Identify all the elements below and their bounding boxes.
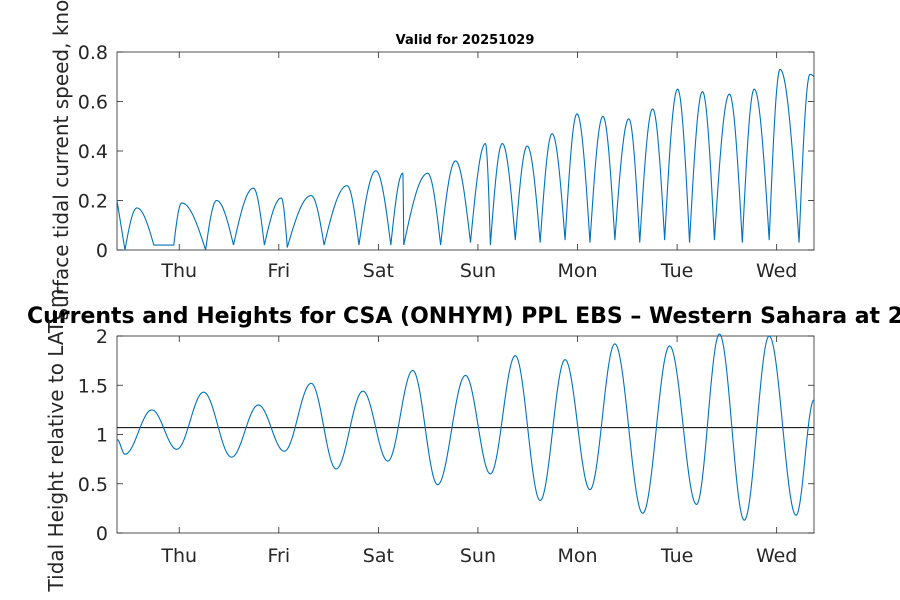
x-tick-label-day: Tue: [660, 545, 693, 567]
x-tick-label-day: Fri: [267, 260, 290, 282]
top-chart: 0 0.2 0.4 0.6 0.8 Thu Fri Sat Sun Mon Tue Wed: [78, 42, 815, 282]
top-x-axis: Thu Fri Sat Sun Mon Tue Wed: [160, 52, 797, 282]
top-y-axis-label: Surface tidal current speed, knots: [49, 0, 73, 321]
top-chart-title: Valid for 20251029: [396, 33, 535, 48]
x-tick-label-day: Sun: [460, 545, 496, 567]
y-tick-label: 0.6: [78, 92, 108, 114]
bottom-chart: 0 0.5 1 1.5 2 Thu Fri Sat Sun Mon Tue Wed: [78, 326, 815, 567]
tidal-height-line: [116, 333, 815, 521]
current-speed-line: [116, 68, 815, 251]
bottom-y-axis: 0 0.5 1 1.5 2: [78, 326, 814, 545]
x-tick-label-day: Wed: [756, 545, 797, 567]
y-tick-label: 1.5: [78, 375, 108, 397]
x-tick-label-day: Fri: [267, 545, 290, 567]
bottom-chart-title: Currents and Heights for CSA (ONHYM) PPL…: [27, 304, 900, 329]
top-y-axis: 0 0.2 0.4 0.6 0.8: [78, 42, 814, 262]
y-tick-label: 1: [96, 425, 108, 447]
y-tick-label: 0.2: [78, 191, 108, 213]
y-tick-label: 0.8: [78, 42, 108, 64]
y-tick-label: 0: [96, 523, 108, 545]
bottom-y-axis-label: Tidal Height relative to LAT, m: [44, 289, 68, 593]
y-tick-label: 2: [96, 326, 108, 348]
x-tick-label-day: Thu: [160, 545, 197, 567]
x-tick-label-day: Mon: [557, 260, 597, 282]
bottom-axes-frame: [116, 335, 815, 534]
x-tick-label-day: Thu: [160, 260, 197, 282]
y-tick-label: 0.4: [78, 141, 108, 163]
x-tick-label-day: Wed: [756, 260, 797, 282]
y-tick-label: 0: [96, 240, 108, 262]
y-tick-label: 0.5: [78, 474, 108, 496]
x-tick-label-day: Sat: [363, 260, 394, 282]
x-tick-label-day: Sat: [363, 545, 394, 567]
x-tick-label-day: Sun: [460, 260, 496, 282]
x-tick-label-day: Tue: [660, 260, 693, 282]
bottom-x-axis: Thu Fri Sat Sun Mon Tue Wed: [160, 336, 797, 567]
x-tick-label-day: Mon: [557, 545, 597, 567]
